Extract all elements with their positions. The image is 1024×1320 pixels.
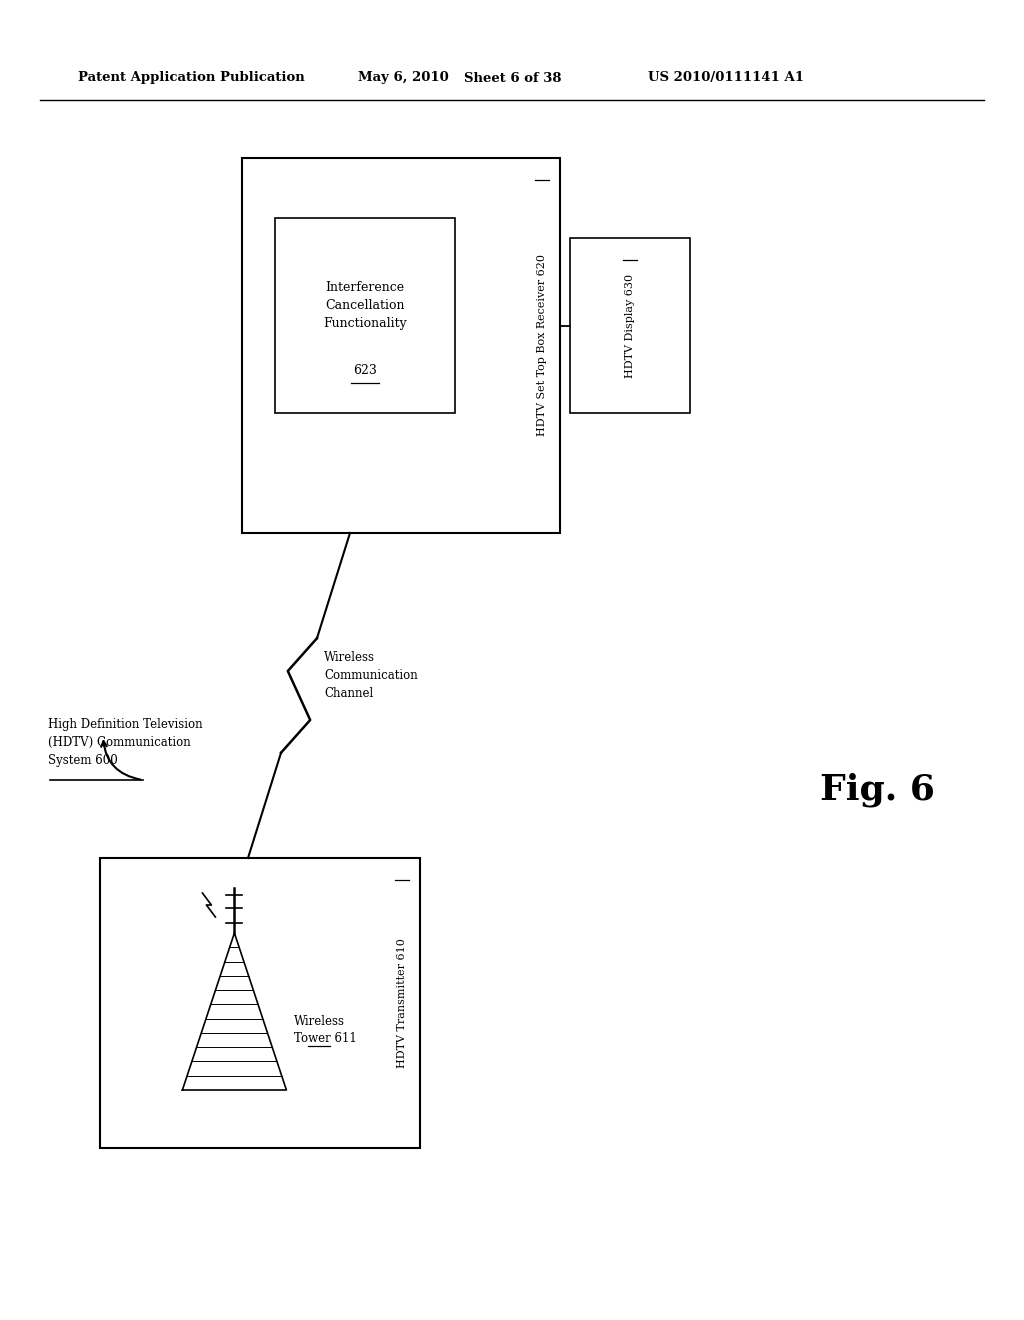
- Text: Wireless
Communication
Channel: Wireless Communication Channel: [324, 651, 418, 700]
- Text: Wireless
Tower 611: Wireless Tower 611: [295, 1015, 357, 1045]
- Text: Sheet 6 of 38: Sheet 6 of 38: [464, 71, 561, 84]
- Text: May 6, 2010: May 6, 2010: [358, 71, 449, 84]
- Text: HDTV Set Top Box Receiver 620: HDTV Set Top Box Receiver 620: [537, 255, 547, 437]
- Bar: [242, 158, 560, 533]
- Text: Patent Application Publication: Patent Application Publication: [78, 71, 305, 84]
- Bar: [275, 218, 455, 413]
- Bar: [570, 238, 690, 413]
- Text: US 2010/0111141 A1: US 2010/0111141 A1: [648, 71, 804, 84]
- Text: HDTV Transmitter 610: HDTV Transmitter 610: [397, 939, 407, 1068]
- Bar: [100, 858, 420, 1148]
- Text: HDTV Display 630: HDTV Display 630: [625, 273, 635, 378]
- Text: Interference
Cancellation
Functionality: Interference Cancellation Functionality: [324, 281, 407, 330]
- Text: High Definition Television
(HDTV) Communication
System 600: High Definition Television (HDTV) Commun…: [48, 718, 203, 767]
- Text: Fig. 6: Fig. 6: [820, 772, 935, 808]
- Text: 623: 623: [353, 364, 377, 378]
